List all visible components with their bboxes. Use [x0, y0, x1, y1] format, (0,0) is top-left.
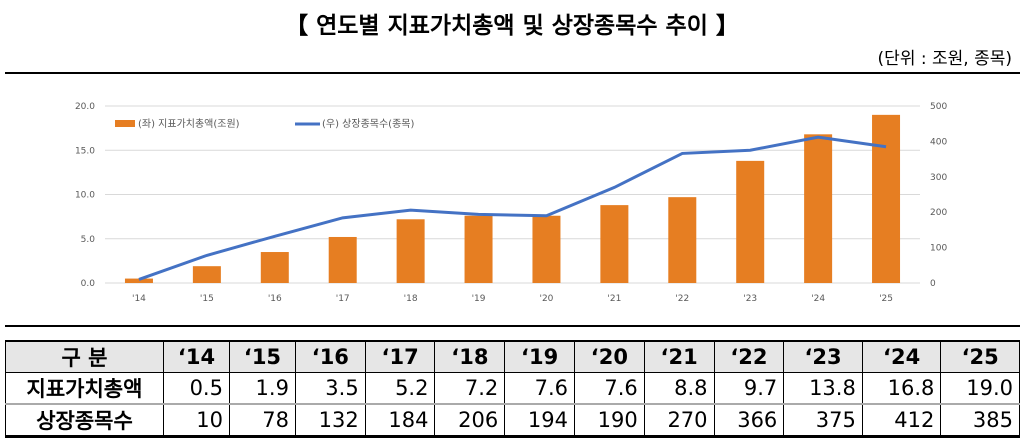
- legend-label: (좌) 지표가치총액(조원): [138, 118, 240, 130]
- row-label: 상장종목수: [5, 403, 164, 437]
- table-cell: 1.9: [228, 372, 296, 405]
- bar: [668, 197, 697, 283]
- table-cell: 16.8: [861, 372, 942, 405]
- column-header: ‘21: [643, 340, 715, 373]
- y-left-tick-label: 10.0: [75, 191, 95, 201]
- column-header: ‘14: [163, 340, 230, 373]
- y-right-tick-label: 400: [930, 137, 947, 147]
- table-cell: 366: [713, 403, 785, 437]
- table-cell: 7.6: [504, 372, 575, 405]
- bar: [192, 266, 221, 283]
- y-right-tick-label: 200: [930, 208, 947, 218]
- column-header: ‘19: [504, 340, 575, 373]
- x-tick-label: '25: [879, 294, 893, 304]
- x-tick-label: '16: [268, 294, 282, 304]
- column-header: ‘24: [861, 340, 942, 373]
- row-header-label: 구 분: [5, 340, 164, 373]
- column-header: ‘23: [783, 340, 863, 373]
- bar: [124, 278, 153, 283]
- table-cell: 8.8: [643, 372, 715, 405]
- bar: [396, 219, 425, 283]
- table-cell: 194: [504, 403, 575, 437]
- data-table: 구 분 ‘14 ‘15 ‘16 ‘17 ‘18 ‘19 ‘20 ‘21 ‘22 ‘23 ‘24 ‘25 …: [5, 340, 1020, 438]
- table-row-index-value: 지표가치총액 0.5 1.9 3.5 5.2 7.2 7.6 7.6 8.8 9.7 13.8 16.…: [5, 372, 1020, 405]
- y-left-tick-label: 0.0: [81, 279, 96, 289]
- unit-label: (단위 : 조원, 종목): [877, 49, 1012, 69]
- table-cell: 184: [364, 403, 436, 437]
- table-header-row: 구 분 ‘14 ‘15 ‘16 ‘17 ‘18 ‘19 ‘20 ‘21 ‘22 ‘23 ‘24 ‘25: [5, 340, 1020, 373]
- table-cell: 385: [940, 403, 1020, 437]
- x-tick-label: '19: [472, 294, 486, 304]
- bar: [532, 215, 561, 283]
- column-header: ‘20: [574, 340, 645, 373]
- bar: [328, 236, 357, 283]
- bar: [260, 252, 289, 283]
- y-right-tick-label: 300: [930, 173, 947, 183]
- bar: [464, 215, 493, 283]
- column-header: ‘25: [940, 340, 1020, 373]
- bar: [804, 134, 833, 283]
- table-row-listings: 상장종목수 10 78 132 184 206 194 190 270 366 375 412 385: [5, 403, 1020, 437]
- y-left-tick-label: 15.0: [75, 146, 95, 156]
- table-cell: 10: [163, 403, 230, 437]
- combo-chart: 0.0 5.0 10.0 15.0 20.0 0 100 200 300 400 500 '14 '15…: [75, 102, 947, 304]
- y-left-tick-label: 5.0: [81, 235, 96, 245]
- table-cell: 132: [294, 403, 366, 437]
- table-cell: 9.7: [713, 372, 785, 405]
- y-right-tick-label: 500: [930, 102, 947, 112]
- legend-label: (우) 상장종목수(종목): [322, 118, 414, 130]
- table-cell: 5.2: [364, 372, 436, 405]
- table-cell: 7.6: [574, 372, 645, 405]
- table-cell: 190: [574, 403, 645, 437]
- table-cell: 0.5: [163, 372, 230, 405]
- column-header: ‘22: [713, 340, 785, 373]
- table-cell: 270: [643, 403, 715, 437]
- x-tick-label: '22: [675, 294, 689, 304]
- table-cell: 412: [861, 403, 942, 437]
- column-header: ‘15: [228, 340, 296, 373]
- column-header: ‘17: [364, 340, 436, 373]
- x-tick-label: '24: [811, 294, 825, 304]
- x-tick-label: '20: [539, 294, 553, 304]
- legend-bar-swatch: [115, 120, 135, 127]
- table-cell: 19.0: [940, 372, 1020, 405]
- x-tick-label: '14: [132, 294, 146, 304]
- table-cell: 206: [434, 403, 506, 437]
- page-title: 【 연도별 지표가치총액 및 상장종목수 추이 】: [285, 13, 739, 39]
- table-cell: 13.8: [783, 372, 863, 405]
- bar: [736, 160, 765, 283]
- y-left-tick-label: 20.0: [75, 102, 95, 112]
- column-header: ‘18: [434, 340, 506, 373]
- table-cell: 3.5: [294, 372, 366, 405]
- table-cell: 78: [228, 403, 296, 437]
- x-tick-label: '17: [336, 294, 350, 304]
- divider: [5, 325, 1020, 327]
- table-cell: 375: [783, 403, 863, 437]
- bar: [872, 114, 901, 283]
- x-tick-label: '21: [607, 294, 621, 304]
- x-tick-label: '15: [200, 294, 214, 304]
- x-tick-label: '18: [404, 294, 418, 304]
- divider: [5, 72, 1020, 74]
- bar: [600, 205, 629, 283]
- row-label: 지표가치총액: [5, 372, 164, 405]
- y-right-tick-label: 100: [930, 244, 947, 254]
- x-tick-label: '23: [743, 294, 757, 304]
- series-line: [138, 135, 887, 281]
- column-header: ‘16: [294, 340, 366, 373]
- table-cell: 7.2: [434, 372, 506, 405]
- y-right-tick-label: 0: [930, 279, 936, 289]
